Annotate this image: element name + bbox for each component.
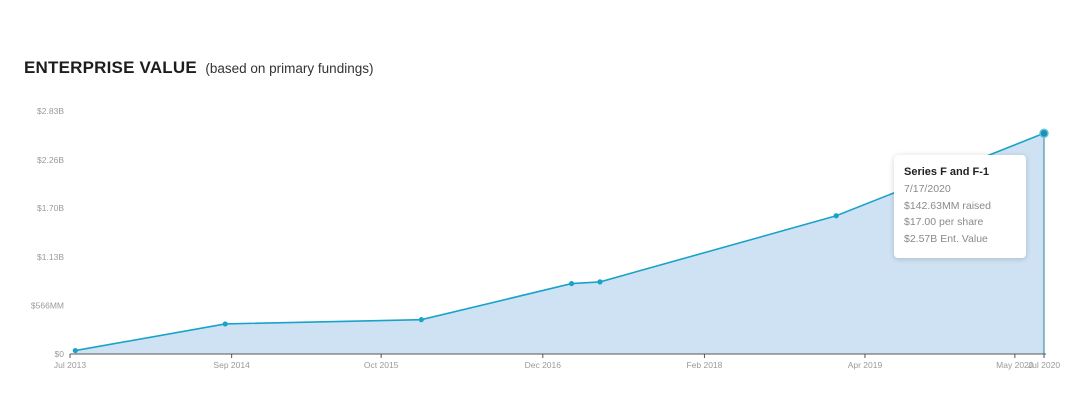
tooltip-date: 7/17/2020	[904, 183, 951, 195]
tooltip-price-per-share: $17.00 per share	[904, 216, 984, 228]
data-point	[833, 213, 839, 219]
data-point-tooltip: Series F and F-1 7/17/2020 $142.63MM rai…	[894, 155, 1026, 258]
data-point	[1039, 128, 1049, 139]
x-tick-label: Jul 2020	[1028, 360, 1060, 370]
x-tick-label: Dec 2016	[525, 360, 562, 370]
chart-title-main: ENTERPRISE VALUE	[24, 58, 197, 77]
area-fill	[75, 133, 1045, 354]
tooltip-title: Series F and F-1	[904, 166, 989, 178]
data-point	[418, 317, 424, 323]
tooltip-enterprise-value: $2.57B Ent. Value	[904, 232, 988, 245]
x-tick-label: Jul 2013	[54, 360, 86, 370]
data-point	[222, 321, 228, 327]
y-tick-label: $2.83B	[37, 106, 64, 116]
x-tick-label: Sep 2014	[213, 360, 250, 370]
y-tick-label: $1.70B	[37, 203, 64, 213]
data-point	[568, 280, 575, 287]
data-point	[72, 347, 78, 354]
y-tick-label: $2.26B	[37, 155, 64, 165]
chart-title: ENTERPRISE VALUE (based on primary fundi…	[24, 58, 373, 78]
x-tick-label: Feb 2018	[686, 360, 722, 370]
x-tick-label: Apr 2019	[848, 360, 883, 370]
y-tick-label: $0	[55, 349, 65, 359]
x-tick-label: Oct 2015	[364, 360, 399, 370]
x-tick-label: May 2020	[996, 360, 1034, 370]
y-tick-label: $566MM	[31, 300, 64, 310]
chart-subtitle: (based on primary fundings)	[205, 61, 374, 76]
y-tick-label: $1.13B	[37, 252, 64, 262]
tooltip-raised: $142.63MM raised	[904, 199, 991, 212]
data-point	[597, 279, 603, 285]
